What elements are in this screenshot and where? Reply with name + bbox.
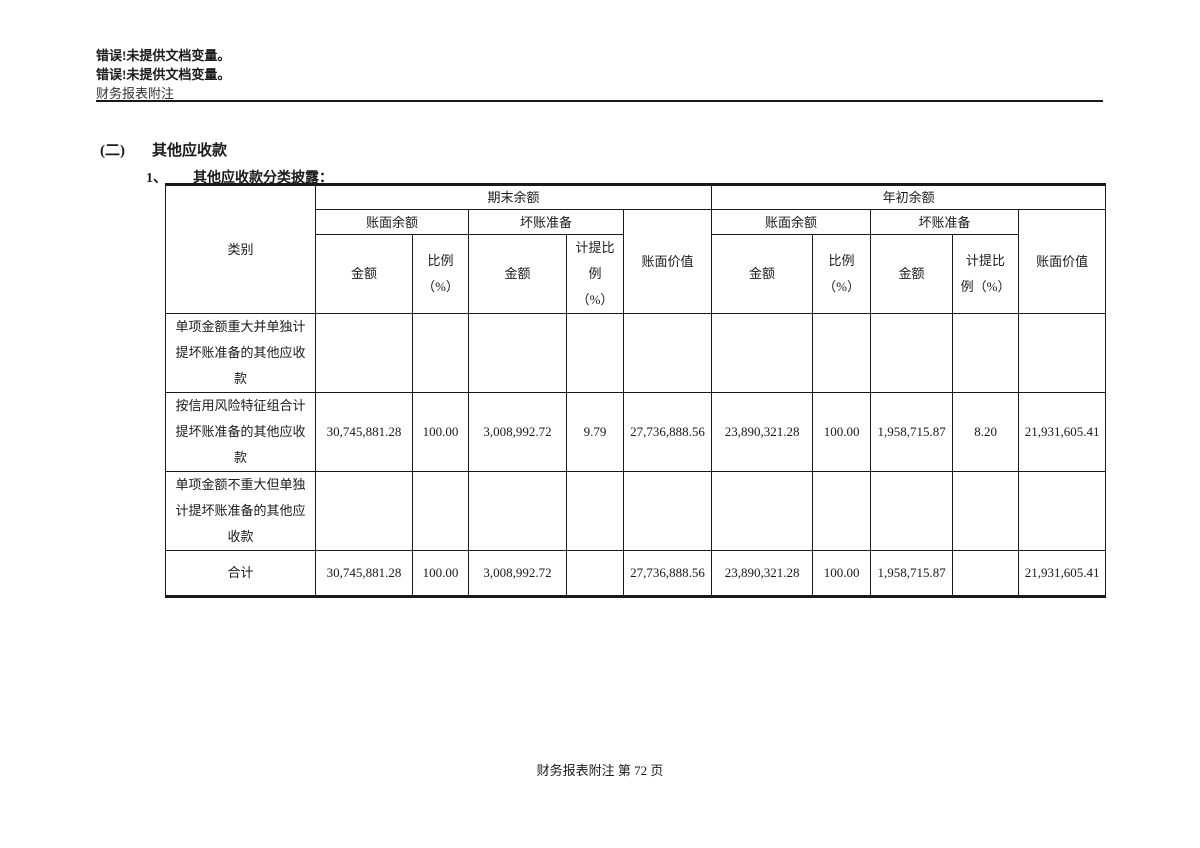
- col-header-year-begin: 年初余额: [711, 184, 1107, 210]
- row-category: 按信用风险特征组合计 提坏账准备的其他应收 款: [165, 392, 316, 472]
- cell-carrying-value: [1018, 313, 1107, 393]
- cell-ratio: 100.00: [412, 392, 469, 472]
- cell-carrying-value: 21,931,605.41: [1018, 392, 1107, 472]
- cell-amount: [315, 313, 413, 393]
- cell-ratio: 100.00: [812, 392, 872, 472]
- col-header-bad-debt: 坏账准备: [468, 209, 624, 235]
- section-title: 其他应收款: [152, 143, 228, 159]
- cell-ratio: [412, 471, 469, 551]
- col-header-carrying-value: 账面价值: [622, 209, 713, 314]
- receivables-table-container: 类别 期末余额 年初余额 账面余额 坏账准备 账面价值 账面余额 坏账准备 账面…: [165, 183, 1107, 598]
- col-header-amount: 金额: [711, 234, 814, 314]
- subsection-number: 1、: [146, 171, 167, 186]
- cell-provision-ratio: [952, 313, 1020, 393]
- col-header-ratio: 比例 （%）: [812, 234, 872, 314]
- table-row: 单项金额不重大但单独 计提坏账准备的其他应 收款: [165, 471, 1107, 551]
- table-row: 按信用风险特征组合计 提坏账准备的其他应收 款 30,745,881.28 10…: [165, 392, 1107, 472]
- cell-amount: [711, 471, 814, 551]
- cell-provision-ratio: [952, 550, 1020, 597]
- row-category-total: 合计: [165, 550, 316, 597]
- section-number: (二): [100, 143, 125, 159]
- cell-amount: [870, 471, 954, 551]
- table-row: 单项金额重大并单独计 提坏账准备的其他应收 款: [165, 313, 1107, 393]
- cell-carrying-value: 27,736,888.56: [622, 550, 713, 597]
- cell-amount: 1,958,715.87: [870, 392, 954, 472]
- table-header-row-3: 金额 比例 （%） 金额 计提比 例 （%） 金额 比例 （%） 金额 计提比 …: [166, 234, 1106, 314]
- col-header-provision-ratio: 计提比 例 （%）: [566, 234, 624, 314]
- cell-ratio: [812, 313, 872, 393]
- col-header-period-end: 期末余额: [314, 184, 713, 210]
- row-category: 单项金额不重大但单独 计提坏账准备的其他应 收款: [165, 471, 316, 551]
- cell-amount: 23,890,321.28: [711, 392, 814, 472]
- header-line-1: 错误!未提供文档变量。: [96, 48, 231, 63]
- col-header-book-balance: 账面余额: [315, 209, 469, 235]
- header-line-2: 错误!未提供文档变量。: [96, 67, 231, 82]
- col-header-bad-debt: 坏账准备: [870, 209, 1020, 235]
- cell-amount: 30,745,881.28: [315, 550, 413, 597]
- cell-amount: 3,008,992.72: [468, 392, 567, 472]
- cell-provision-ratio: [566, 471, 624, 551]
- cell-amount: [468, 313, 567, 393]
- cell-carrying-value: [622, 471, 713, 551]
- cell-amount: 3,008,992.72: [468, 550, 567, 597]
- col-header-provision-ratio: 计提比 例（%）: [952, 234, 1020, 314]
- receivables-classification-table: 类别 期末余额 年初余额 账面余额 坏账准备 账面价值 账面余额 坏账准备 账面…: [165, 183, 1107, 598]
- header-line-3: 财务报表附注: [96, 86, 175, 101]
- cell-amount: [468, 471, 567, 551]
- running-header: 错误!未提供文档变量。 错误!未提供文档变量。 财务报表附注: [96, 46, 230, 103]
- cell-amount: [315, 471, 413, 551]
- header-divider-rule: [96, 100, 1103, 102]
- cell-carrying-value: 27,736,888.56: [622, 392, 713, 472]
- page-footer: 财务报表附注 第 72 页: [536, 763, 664, 778]
- col-header-amount: 金额: [468, 234, 567, 314]
- cell-provision-ratio: [952, 471, 1020, 551]
- table-total-row: 合计 30,745,881.28 100.00 3,008,992.72 27,…: [165, 550, 1107, 597]
- col-header-carrying-value: 账面价值: [1018, 209, 1107, 314]
- col-header-book-balance: 账面余额: [711, 209, 872, 235]
- col-header-amount: 金额: [315, 234, 413, 314]
- col-header-ratio: 比例 （%）: [412, 234, 469, 314]
- cell-amount: 30,745,881.28: [315, 392, 413, 472]
- row-category: 单项金额重大并单独计 提坏账准备的其他应收 款: [165, 313, 316, 393]
- cell-amount: 1,958,715.87: [870, 550, 954, 597]
- cell-ratio: [412, 313, 469, 393]
- cell-amount: [711, 313, 814, 393]
- cell-ratio: [812, 471, 872, 551]
- cell-provision-ratio: [566, 550, 624, 597]
- subsection-title: 其他应收款分类披露：: [193, 171, 333, 186]
- col-header-amount: 金额: [870, 234, 954, 314]
- cell-ratio: 100.00: [812, 550, 872, 597]
- cell-provision-ratio: 9.79: [566, 392, 624, 472]
- cell-ratio: 100.00: [412, 550, 469, 597]
- cell-amount: [870, 313, 954, 393]
- cell-amount: 23,890,321.28: [711, 550, 814, 597]
- col-header-category: 类别: [165, 184, 316, 314]
- cell-provision-ratio: [566, 313, 624, 393]
- cell-carrying-value: [622, 313, 713, 393]
- table-header-row-1: 类别 期末余额 年初余额: [165, 184, 1107, 314]
- table-header-row-2: 账面余额 坏账准备 账面价值 账面余额 坏账准备 账面价值: [166, 209, 1107, 314]
- cell-carrying-value: [1018, 471, 1107, 551]
- cell-carrying-value: 21,931,605.41: [1018, 550, 1107, 597]
- cell-provision-ratio: 8.20: [952, 392, 1020, 472]
